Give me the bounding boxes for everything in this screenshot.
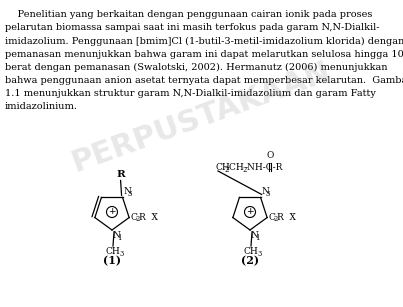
- Text: +: +: [246, 207, 254, 216]
- Text: 2: 2: [274, 215, 278, 223]
- Text: N: N: [261, 187, 269, 196]
- Text: PERPUSTAKAAN: PERPUSTAKAAN: [67, 56, 334, 177]
- Text: imidazolium. Penggunaan [bmim]Cl (1-butil-3-metil-imidazolium klorida) dengan: imidazolium. Penggunaan [bmim]Cl (1-buti…: [5, 37, 403, 45]
- Text: ⁻: ⁻: [290, 210, 294, 219]
- Text: 1: 1: [117, 234, 121, 242]
- Text: C: C: [131, 212, 137, 222]
- Text: ⁻: ⁻: [152, 210, 156, 219]
- Text: 3: 3: [266, 190, 270, 198]
- Text: 2: 2: [242, 166, 246, 174]
- Text: +: +: [108, 207, 116, 216]
- Text: 3: 3: [120, 250, 124, 258]
- Text: -NH-C-R: -NH-C-R: [245, 163, 283, 172]
- Text: N: N: [112, 231, 120, 240]
- Text: 1: 1: [255, 234, 260, 242]
- Text: imidazolinium.: imidazolinium.: [5, 103, 78, 111]
- Text: 2: 2: [224, 166, 228, 174]
- Text: N: N: [123, 187, 131, 196]
- Text: C: C: [269, 212, 276, 222]
- Text: pemanasan menunjukkan bahwa garam ini dapat melarutkan selulosa hingga 10 %: pemanasan menunjukkan bahwa garam ini da…: [5, 50, 403, 59]
- Text: CH: CH: [106, 247, 120, 256]
- Text: 3: 3: [258, 250, 262, 258]
- Text: berat dengan pemanasan (Swalotski, 2002). Hermanutz (2006) menunjukkan: berat dengan pemanasan (Swalotski, 2002)…: [5, 63, 388, 72]
- Text: 3: 3: [128, 190, 132, 198]
- Text: pelarutan biomassa sampai saat ini masih terfokus pada garam N,N-Dialkil-: pelarutan biomassa sampai saat ini masih…: [5, 23, 380, 32]
- Text: O: O: [266, 151, 274, 160]
- Text: 1.1 menunjukkan struktur garam N,N-Dialkil-imidazolium dan garam Fatty: 1.1 menunjukkan struktur garam N,N-Dialk…: [5, 89, 376, 98]
- Text: N: N: [251, 231, 258, 240]
- Text: 2: 2: [136, 215, 140, 223]
- Text: R  X: R X: [139, 212, 158, 222]
- Text: Penelitian yang berkaitan dengan penggunaan cairan ionik pada proses: Penelitian yang berkaitan dengan penggun…: [5, 10, 372, 19]
- Text: bahwa penggunaan anion asetat ternyata dapat memperbesar kelarutan.  Gambar: bahwa penggunaan anion asetat ternyata d…: [5, 76, 403, 85]
- Text: R: R: [116, 170, 125, 179]
- Text: -CH: -CH: [227, 163, 245, 172]
- Text: CH: CH: [244, 247, 258, 256]
- Text: (2): (2): [241, 255, 259, 266]
- Text: CH: CH: [215, 163, 230, 172]
- Text: (1): (1): [103, 255, 121, 266]
- Text: R  X: R X: [276, 212, 295, 222]
